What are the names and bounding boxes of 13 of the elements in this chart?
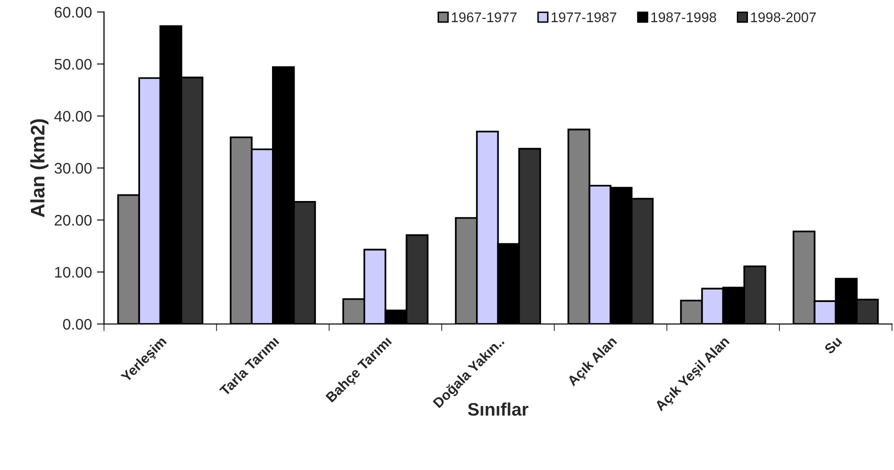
y-tick-label: 10.00: [55, 266, 92, 278]
y-tick-label: 60.00: [54, 6, 92, 18]
legend-label: 1967-1977: [452, 12, 517, 22]
y-tick-label: 40.00: [54, 110, 92, 122]
y-axis-title: Alan (km2): [30, 119, 48, 218]
y-tick-label: 50.00: [54, 58, 92, 70]
y-tick-label: 30.00: [54, 162, 92, 174]
legend-label: 1987-1998: [651, 12, 716, 22]
legend-label: 1977-1987: [552, 12, 616, 22]
y-tick-label: 0.00: [63, 318, 92, 330]
x-tick-label: Su: [824, 336, 842, 355]
legend-label: 1998-2007: [751, 12, 816, 22]
y-tick-label: 20.00: [54, 214, 92, 226]
